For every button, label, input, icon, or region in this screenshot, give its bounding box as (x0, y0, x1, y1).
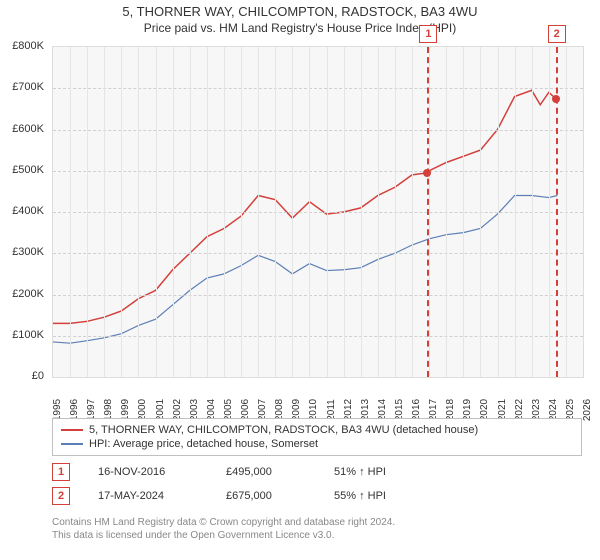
y-tick-label: £0 (32, 370, 44, 382)
gridline-vertical (275, 47, 276, 377)
gridline-vertical (70, 47, 71, 377)
y-tick-label: £100K (12, 329, 44, 341)
gridline-vertical (412, 47, 413, 377)
chart-title: 5, THORNER WAY, CHILCOMPTON, RADSTOCK, B… (0, 0, 600, 19)
y-tick-label: £400K (12, 205, 44, 217)
datapoint-date: 17-MAY-2024 (98, 490, 198, 502)
chart-container: { "title": "5, THORNER WAY, CHILCOMPTON,… (0, 0, 600, 560)
gridline-vertical (395, 47, 396, 377)
marker-badge: 1 (419, 25, 437, 43)
marker-dot (423, 169, 431, 177)
gridline-vertical (190, 47, 191, 377)
gridline-vertical (241, 47, 242, 377)
footer-line1: Contains HM Land Registry data © Crown c… (52, 516, 582, 529)
y-tick-label: £600K (12, 123, 44, 135)
gridline-vertical (104, 47, 105, 377)
gridline-vertical (138, 47, 139, 377)
marker-dot (552, 95, 560, 103)
datapoint-pct: 51% ↑ HPI (334, 466, 434, 478)
chart-subtitle: Price paid vs. HM Land Registry's House … (0, 19, 600, 41)
legend-label: HPI: Average price, detached house, Some… (89, 438, 318, 450)
footer-line2: This data is licensed under the Open Gov… (52, 529, 582, 542)
datapoint-price: £675,000 (226, 490, 306, 502)
gridline-vertical (446, 47, 447, 377)
gridline-horizontal (53, 336, 583, 337)
gridline-vertical (87, 47, 88, 377)
datapoint-table: 1 16-NOV-2016 £495,000 51% ↑ HPI 2 17-MAY-202… (52, 460, 582, 508)
legend-swatch (61, 429, 83, 431)
series-line-hpi (53, 196, 557, 344)
legend-swatch (61, 443, 83, 445)
datapoint-date: 16-NOV-2016 (98, 466, 198, 478)
gridline-vertical (480, 47, 481, 377)
datapoint-row: 2 17-MAY-2024 £675,000 55% ↑ HPI (52, 484, 582, 508)
y-tick-label: £200K (12, 288, 44, 300)
gridline-vertical (566, 47, 567, 377)
datapoint-badge: 1 (52, 463, 70, 481)
y-tick-label: £700K (12, 81, 44, 93)
legend-item: 5, THORNER WAY, CHILCOMPTON, RADSTOCK, B… (61, 423, 573, 437)
footer-attribution: Contains HM Land Registry data © Crown c… (52, 516, 582, 542)
marker-line (427, 47, 429, 377)
gridline-horizontal (53, 253, 583, 254)
datapoint-price: £495,000 (226, 466, 306, 478)
gridline-vertical (156, 47, 157, 377)
gridline-vertical (309, 47, 310, 377)
gridline-horizontal (53, 295, 583, 296)
legend-label: 5, THORNER WAY, CHILCOMPTON, RADSTOCK, B… (89, 424, 478, 436)
gridline-vertical (498, 47, 499, 377)
legend: 5, THORNER WAY, CHILCOMPTON, RADSTOCK, B… (52, 418, 582, 456)
gridline-vertical (532, 47, 533, 377)
marker-badge: 2 (548, 25, 566, 43)
gridline-vertical (327, 47, 328, 377)
gridline-vertical (121, 47, 122, 377)
plot-area: 12 (52, 46, 584, 378)
gridline-vertical (463, 47, 464, 377)
y-tick-label: £500K (12, 164, 44, 176)
y-axis-labels: £0£100K£200K£300K£400K£500K£600K£700K£80… (0, 46, 48, 376)
y-tick-label: £800K (12, 40, 44, 52)
gridline-vertical (515, 47, 516, 377)
gridline-horizontal (53, 212, 583, 213)
gridline-horizontal (53, 88, 583, 89)
x-tick-label: 2026 (582, 399, 593, 421)
gridline-horizontal (53, 130, 583, 131)
datapoint-pct: 55% ↑ HPI (334, 490, 434, 502)
legend-item: HPI: Average price, detached house, Some… (61, 437, 573, 451)
gridline-vertical (549, 47, 550, 377)
datapoint-row: 1 16-NOV-2016 £495,000 51% ↑ HPI (52, 460, 582, 484)
gridline-vertical (378, 47, 379, 377)
gridline-vertical (173, 47, 174, 377)
datapoint-badge: 2 (52, 487, 70, 505)
gridline-horizontal (53, 171, 583, 172)
gridline-vertical (224, 47, 225, 377)
x-axis-labels: 1995199619971998199920002001200220032004… (52, 380, 582, 420)
gridline-vertical (292, 47, 293, 377)
gridline-vertical (344, 47, 345, 377)
gridline-vertical (207, 47, 208, 377)
gridline-vertical (361, 47, 362, 377)
y-tick-label: £300K (12, 246, 44, 258)
gridline-vertical (258, 47, 259, 377)
